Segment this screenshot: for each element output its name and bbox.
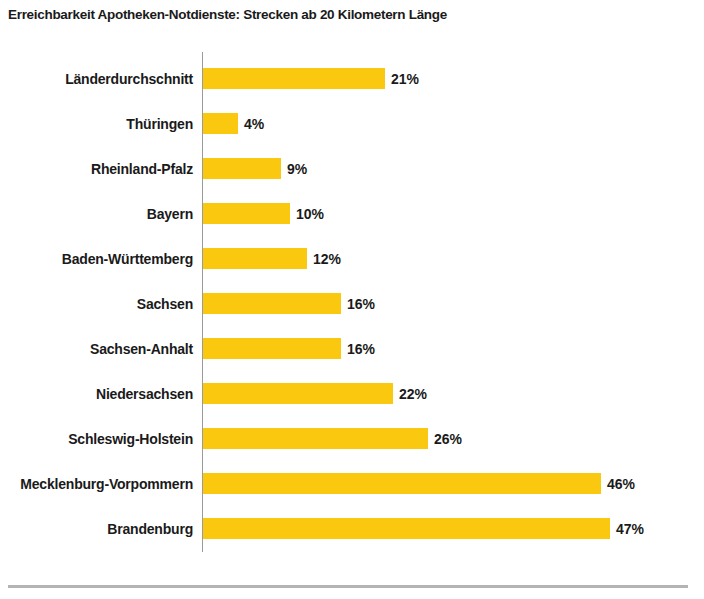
- bar-row: Thüringen 4%: [0, 101, 704, 146]
- bottom-divider: [8, 585, 688, 588]
- bar-row: Brandenburg 47%: [0, 506, 704, 551]
- bar: [203, 68, 385, 89]
- category-label: Niedersachsen: [0, 386, 202, 402]
- bar-row: Bayern 10%: [0, 191, 704, 236]
- bar-row: Niedersachsen 22%: [0, 371, 704, 416]
- bar: [203, 248, 307, 269]
- bar-rows: Länderdurchschnitt 21% Thüringen 4% Rhei…: [0, 56, 704, 551]
- value-label: 46%: [607, 476, 635, 492]
- bar: [203, 428, 428, 449]
- bar: [203, 338, 341, 359]
- category-label: Länderdurchschnitt: [0, 71, 202, 87]
- value-label: 4%: [244, 116, 264, 132]
- bar: [203, 113, 238, 134]
- bar: [203, 158, 281, 179]
- value-label: 9%: [287, 161, 307, 177]
- bar: [203, 518, 610, 539]
- value-label: 21%: [391, 71, 419, 87]
- category-label: Thüringen: [0, 116, 202, 132]
- bar-row: Schleswig-Holstein 26%: [0, 416, 704, 461]
- category-label: Baden-Württemberg: [0, 251, 202, 267]
- category-label: Rheinland-Pfalz: [0, 161, 202, 177]
- category-label: Mecklenburg-Vorpommern: [0, 476, 202, 492]
- bar-row: Baden-Württemberg 12%: [0, 236, 704, 281]
- bar: [203, 383, 393, 404]
- value-label: 12%: [313, 251, 341, 267]
- bar-row: Rheinland-Pfalz 9%: [0, 146, 704, 191]
- category-label: Sachsen: [0, 296, 202, 312]
- value-label: 47%: [616, 521, 644, 537]
- value-label: 16%: [347, 296, 375, 312]
- category-label: Bayern: [0, 206, 202, 222]
- bar-row: Sachsen 16%: [0, 281, 704, 326]
- value-label: 10%: [296, 206, 324, 222]
- bar: [203, 473, 601, 494]
- bar-row: Sachsen-Anhalt 16%: [0, 326, 704, 371]
- bar: [203, 293, 341, 314]
- category-label: Sachsen-Anhalt: [0, 341, 202, 357]
- value-label: 22%: [399, 386, 427, 402]
- bar-row: Mecklenburg-Vorpommern 46%: [0, 461, 704, 506]
- value-label: 16%: [347, 341, 375, 357]
- bar: [203, 203, 290, 224]
- value-label: 26%: [434, 431, 462, 447]
- category-label: Brandenburg: [0, 521, 202, 537]
- bar-row: Länderdurchschnitt 21%: [0, 56, 704, 101]
- chart-title: Erreichbarkeit Apotheken-Notdienste: Str…: [8, 7, 447, 22]
- category-label: Schleswig-Holstein: [0, 431, 202, 447]
